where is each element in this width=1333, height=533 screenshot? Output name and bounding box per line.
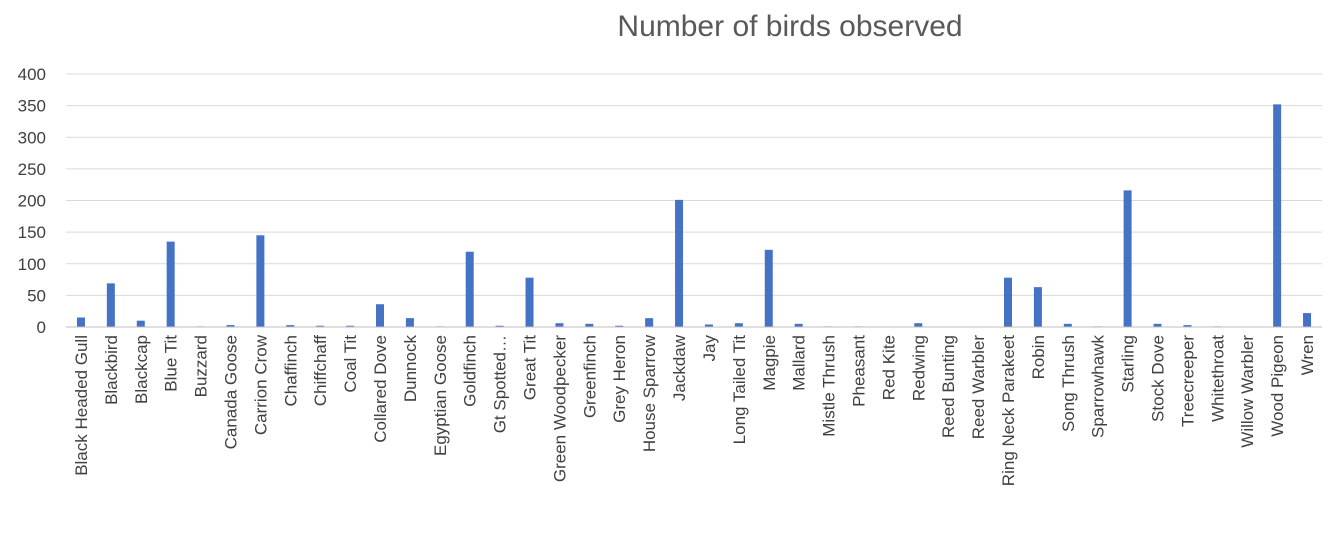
bar [136,320,145,327]
x-category-label: Black Headed Gull [72,335,91,476]
bar [525,277,534,327]
x-category-label: Dunnock [401,335,420,403]
x-category-label: Blackbird [102,335,121,405]
bar [346,325,355,327]
x-category-label: Jackdaw [670,334,689,401]
bar [256,235,265,327]
bar [645,318,654,327]
y-tick-label: 350 [18,97,46,116]
y-tick-label: 300 [18,128,46,147]
x-category-label: Mallard [790,335,809,391]
bar [914,323,923,327]
bar [1063,323,1072,327]
x-category-label: Jay [700,335,719,362]
bar [1153,323,1162,327]
x-category-label: Stock Dove [1149,335,1168,422]
bar [615,325,624,327]
x-axis-category-labels: Black Headed Gull Blackbird Blackcap Blue T… [72,334,1317,486]
bar [226,325,235,327]
x-category-label: Starling [1119,335,1138,393]
x-category-label: Coal Tit [341,335,360,393]
x-category-label: House Sparrow [640,334,659,452]
x-category-label: Chaffinch [281,335,300,407]
bar [704,324,713,327]
y-tick-label: 50 [27,286,46,305]
x-category-label: Collared Dove [371,335,390,443]
bar [734,323,743,327]
x-category-label: Treecreeper [1178,335,1197,427]
x-category-label: Long Tailed Tit [730,335,749,445]
bar [1004,277,1012,327]
x-category-label: Carrion Crow [251,334,270,435]
x-category-label: Ring Neck Parakeet [999,335,1018,486]
x-category-label: Grey Heron [610,335,629,423]
bar [376,304,384,327]
x-category-label: Mistle Thrush [820,335,839,437]
y-tick-label: 200 [18,192,46,211]
x-category-label: Wood Pigeon [1268,335,1287,437]
bar [166,241,175,327]
x-category-label: Willow Warbler [1238,335,1257,448]
bar [675,199,684,327]
bar [106,283,115,327]
y-tick-label: 0 [37,318,46,337]
x-category-label: Greenfinch [580,335,599,418]
x-category-label: Redwing [909,335,928,401]
x-category-label: Magpie [760,335,779,391]
bar [465,251,474,327]
bar [1123,190,1132,327]
y-tick-label: 100 [18,255,46,274]
bar [764,249,773,327]
bar [76,317,85,327]
y-axis-ticks: 0 50 100 150 200 250 300 350 400 [18,65,46,337]
x-category-label: Pheasant [849,335,868,407]
y-tick-label: 250 [18,160,46,179]
bar [1303,313,1312,327]
bar [316,325,325,327]
bar [405,318,414,327]
bar [1033,287,1042,327]
x-category-label: Goldfinch [461,335,480,407]
bar [495,325,504,327]
x-category-label: Gt Spotted… [491,335,510,433]
x-category-label: Blackcap [132,335,151,404]
x-category-label: Chiffchaff [311,335,330,406]
bar [1183,325,1192,327]
bar [1273,104,1282,327]
x-category-label: Wren [1298,335,1317,375]
bar [286,325,295,327]
x-category-label: Canada Goose [221,335,240,449]
bar [585,323,594,327]
x-category-label: Reed Warbler [969,335,988,440]
chart-title: Number of birds observed [617,10,962,43]
y-tick-label: 400 [18,65,46,84]
x-category-label: Buzzard [192,335,211,397]
gridlines [66,73,1322,296]
x-category-label: Blue Tit [162,335,181,392]
x-category-label: Green Woodpecker [550,335,569,482]
bar [794,323,803,327]
x-category-label: Great Tit [521,335,540,400]
bar [555,323,564,327]
x-category-label: Red Kite [879,335,898,400]
x-category-label: Reed Bunting [939,335,958,438]
y-tick-label: 150 [18,223,46,242]
x-category-label: Whitethroat [1208,335,1227,422]
x-category-label: Sparrowhawk [1089,335,1108,438]
bars [76,104,1312,327]
x-category-label: Egyptian Goose [431,335,450,456]
x-category-label: Song Thrush [1059,335,1078,432]
x-category-label: Robin [1029,335,1048,379]
